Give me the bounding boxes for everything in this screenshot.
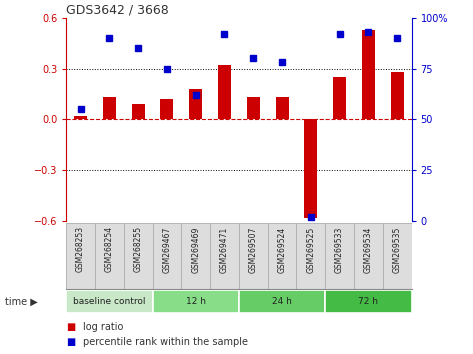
Text: baseline control: baseline control	[73, 297, 146, 306]
Text: 12 h: 12 h	[186, 297, 206, 306]
Bar	[95, 223, 124, 289]
Bar	[124, 223, 152, 289]
Bar	[160, 99, 174, 120]
Bar	[297, 223, 325, 289]
Bar	[247, 97, 260, 120]
Text: percentile rank within the sample: percentile rank within the sample	[83, 337, 248, 347]
Bar	[239, 290, 325, 313]
Text: GSM269507: GSM269507	[249, 226, 258, 273]
Text: log ratio: log ratio	[83, 322, 123, 332]
Bar	[131, 104, 145, 120]
Text: ■: ■	[66, 337, 76, 347]
Bar	[210, 223, 239, 289]
Bar	[239, 223, 268, 289]
Bar	[152, 223, 181, 289]
Bar	[383, 223, 412, 289]
Text: GDS3642 / 3668: GDS3642 / 3668	[66, 4, 169, 17]
Bar	[181, 223, 210, 289]
Bar	[268, 223, 297, 289]
Text: GSM268253: GSM268253	[76, 226, 85, 273]
Bar	[333, 77, 346, 120]
Bar	[189, 89, 202, 120]
Bar	[218, 65, 231, 120]
Bar	[304, 120, 317, 218]
Bar	[103, 97, 116, 120]
Text: GSM269533: GSM269533	[335, 226, 344, 273]
Text: 72 h: 72 h	[359, 297, 378, 306]
Text: ■: ■	[66, 322, 76, 332]
Text: time ▶: time ▶	[5, 297, 37, 307]
Text: GSM268255: GSM268255	[134, 226, 143, 273]
Text: GSM269471: GSM269471	[220, 226, 229, 273]
Bar	[152, 290, 239, 313]
Bar	[391, 72, 403, 120]
Text: GSM269535: GSM269535	[393, 226, 402, 273]
Bar	[66, 223, 95, 289]
Text: GSM269469: GSM269469	[191, 226, 200, 273]
Text: GSM269467: GSM269467	[162, 226, 171, 273]
Text: 24 h: 24 h	[272, 297, 292, 306]
Bar	[362, 30, 375, 120]
Bar	[325, 223, 354, 289]
Bar	[325, 290, 412, 313]
Text: GSM269525: GSM269525	[307, 226, 315, 273]
Bar	[66, 290, 152, 313]
Text: GSM269524: GSM269524	[278, 226, 287, 273]
Bar	[276, 97, 289, 120]
Bar	[354, 223, 383, 289]
Text: GSM269534: GSM269534	[364, 226, 373, 273]
Bar	[74, 116, 87, 120]
Text: GSM268254: GSM268254	[105, 226, 114, 273]
